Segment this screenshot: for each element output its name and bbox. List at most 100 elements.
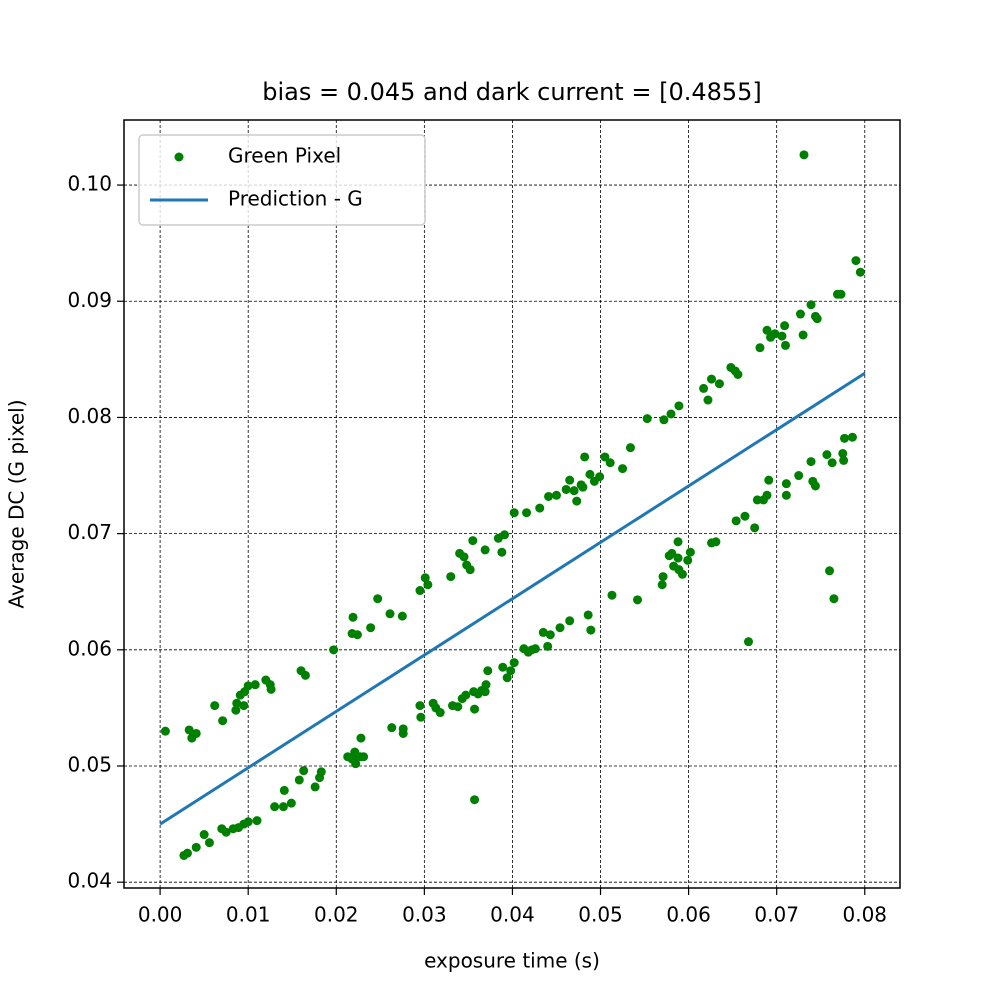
data-point	[777, 331, 787, 341]
data-point	[498, 662, 508, 672]
data-point	[221, 827, 231, 837]
data-point	[825, 566, 835, 576]
data-point	[677, 569, 687, 579]
data-point	[812, 314, 822, 324]
data-point	[210, 701, 220, 711]
x-tick-label: 0.07	[754, 903, 799, 927]
data-point	[239, 701, 249, 711]
data-point	[565, 616, 575, 626]
data-point	[806, 300, 816, 310]
data-point	[191, 842, 201, 852]
data-point	[483, 666, 493, 676]
data-point	[470, 704, 480, 714]
data-point	[839, 455, 849, 465]
data-point	[218, 716, 228, 726]
data-point	[397, 611, 407, 621]
data-point	[359, 752, 369, 762]
data-point	[453, 702, 463, 712]
data-point	[468, 536, 478, 546]
data-point	[509, 508, 519, 518]
data-point	[707, 374, 717, 384]
legend-label: Green Pixel	[228, 144, 341, 168]
data-point	[420, 573, 430, 583]
data-line	[159, 372, 866, 826]
data-point	[530, 644, 540, 654]
data-point	[733, 369, 743, 379]
legend-box	[138, 134, 426, 226]
data-point	[683, 555, 693, 565]
y-axis-label: Average DC (G pixel)	[5, 399, 29, 608]
data-point	[667, 548, 677, 558]
data-point	[502, 673, 512, 683]
data-point	[685, 547, 695, 557]
data-point	[232, 698, 242, 708]
data-point	[600, 452, 610, 462]
data-point	[243, 681, 253, 691]
data-point	[310, 782, 320, 792]
data-point	[799, 150, 809, 160]
data-point	[752, 495, 762, 505]
data-point	[545, 630, 555, 640]
data-point	[522, 508, 532, 518]
data-point	[711, 537, 721, 547]
data-point	[300, 670, 310, 680]
data-point	[316, 767, 326, 777]
data-point	[459, 552, 469, 562]
data-point	[286, 798, 296, 808]
data-point	[851, 256, 861, 266]
y-tick-label: 0.09	[67, 288, 112, 312]
data-point	[182, 848, 192, 858]
data-point	[762, 325, 772, 335]
data-point	[658, 572, 668, 582]
legend-marker	[174, 152, 184, 162]
x-tick-label: 0.06	[666, 903, 711, 927]
data-point	[385, 609, 395, 619]
data-point	[270, 802, 280, 812]
data-point	[810, 481, 820, 491]
data-point	[666, 409, 676, 419]
data-point	[204, 838, 214, 848]
data-point	[465, 565, 475, 575]
data-point	[569, 486, 579, 496]
data-point	[243, 817, 253, 827]
data-point	[764, 475, 774, 485]
data-point	[266, 684, 276, 694]
data-point	[578, 482, 588, 492]
x-tick-label: 0.03	[402, 903, 447, 927]
y-tick-label: 0.04	[67, 869, 112, 893]
data-point	[633, 595, 643, 605]
data-point	[250, 680, 260, 690]
data-point	[795, 309, 805, 319]
data-point	[659, 415, 669, 425]
y-tick-label: 0.08	[67, 404, 112, 428]
data-point	[855, 267, 865, 277]
data-point	[607, 590, 617, 600]
data-point	[415, 586, 425, 596]
data-point	[840, 433, 850, 443]
data-point	[506, 666, 516, 676]
data-point	[703, 395, 713, 405]
data-point	[847, 432, 857, 442]
data-point	[366, 623, 376, 633]
legend: Green Pixel Prediction - G	[138, 134, 426, 226]
x-tick-label: 0.04	[490, 903, 535, 927]
data-point	[781, 490, 791, 500]
data-point	[743, 637, 753, 647]
data-point	[191, 728, 201, 738]
data-point	[583, 610, 593, 620]
data-point	[829, 594, 839, 604]
data-point	[398, 728, 408, 738]
data-point	[199, 830, 209, 840]
x-tick-label: 0.01	[226, 903, 271, 927]
data-point	[780, 340, 790, 350]
data-point	[580, 452, 590, 462]
data-point	[544, 491, 554, 501]
data-point	[470, 795, 480, 805]
data-point	[565, 475, 575, 485]
data-point	[657, 580, 667, 590]
data-point	[674, 401, 684, 411]
plot-frame	[123, 119, 901, 889]
data-point	[827, 458, 837, 468]
data-point	[231, 705, 241, 715]
